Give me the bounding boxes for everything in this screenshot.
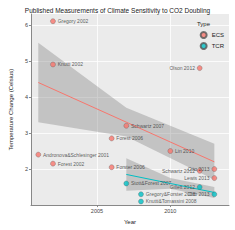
svg-text:Olson 2012: Olson 2012 xyxy=(169,65,195,71)
svg-text:Otto 2013: Otto 2013 xyxy=(188,191,210,197)
svg-text:Andronova&Schlesinger 2001: Andronova&Schlesinger 2001 xyxy=(43,152,109,158)
svg-text:ECS: ECS xyxy=(212,32,224,38)
svg-text:Temperature Change (Celsius): Temperature Change (Celsius) xyxy=(8,69,14,151)
svg-text:Year: Year xyxy=(124,219,136,225)
svg-text:2: 2 xyxy=(25,166,28,172)
svg-text:2010: 2010 xyxy=(164,208,176,214)
svg-text:5: 5 xyxy=(25,58,28,64)
svg-text:Schwartz 2012: Schwartz 2012 xyxy=(161,167,195,174)
svg-text:Published Measurements of Clim: Published Measurements of Climate Sensit… xyxy=(25,7,211,15)
svg-text:Forest 2006: Forest 2006 xyxy=(116,135,143,141)
svg-text:Stott&Forest 2007: Stott&Forest 2007 xyxy=(131,180,172,186)
svg-text:TCR: TCR xyxy=(212,43,225,49)
svg-text:2005: 2005 xyxy=(91,208,103,214)
svg-text:Otto 2013: Otto 2013 xyxy=(188,166,210,172)
svg-text:4: 4 xyxy=(25,94,28,100)
svg-text:6: 6 xyxy=(25,22,28,28)
svg-text:Knutti 2002: Knutti 2002 xyxy=(58,61,84,67)
svg-text:Gregory 2002: Gregory 2002 xyxy=(58,18,89,24)
svg-text:Forest 2002: Forest 2002 xyxy=(58,161,85,167)
svg-text:Type: Type xyxy=(197,21,211,27)
svg-text:Lewis 2013: Lewis 2013 xyxy=(184,175,210,181)
svg-text:3: 3 xyxy=(25,130,28,136)
svg-text:Gillett 2012: Gillett 2012 xyxy=(170,184,196,190)
svg-text:Knutti&Tomassini 2008: Knutti&Tomassini 2008 xyxy=(146,198,197,204)
svg-text:Forster 2006: Forster 2006 xyxy=(116,164,145,170)
svg-text:Schwartz 2007: Schwartz 2007 xyxy=(131,123,164,129)
svg-text:Lin 2010: Lin 2010 xyxy=(175,148,194,154)
svg-text:Gregory&Forster 2008: Gregory&Forster 2008 xyxy=(145,191,196,198)
